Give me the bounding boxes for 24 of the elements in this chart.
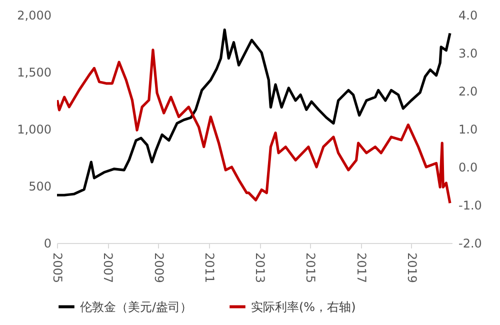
x-tick-label: 2005 [50, 252, 64, 284]
y2-tick-label: -1.0 [458, 198, 482, 212]
y-tick-label: 1,500 [17, 66, 52, 80]
x-tick-label: 2007 [101, 252, 116, 284]
x-tick-label: 2019 [404, 252, 419, 284]
y2-tick-label: 2.0 [458, 84, 478, 98]
y-tick-label: 2,000 [17, 8, 52, 22]
x-tick-label: 2013 [253, 252, 268, 284]
y-tick-label: 0 [44, 236, 52, 250]
line-series [57, 48, 452, 204]
y-tick-label: 1,000 [17, 122, 52, 136]
legend-label: 伦敦金（美元/盎司） [80, 300, 192, 314]
line-series [57, 28, 452, 196]
legend-label: 实际利率(%，右轴) [251, 300, 356, 314]
x-tick-label: 2011 [202, 252, 216, 284]
x-tick-label: 2017 [354, 252, 368, 284]
y2-tick-label: 4.0 [458, 8, 478, 22]
x-tick-label: 2009 [152, 252, 166, 284]
y2-tick-label: -2.0 [458, 236, 482, 250]
y-tick-label: 500 [28, 180, 52, 194]
x-tick-label: 2015 [304, 252, 318, 284]
y2-tick-label: 3.0 [458, 46, 478, 60]
y2-tick-label: 1.0 [458, 122, 478, 136]
y2-tick-label: 0.0 [458, 160, 478, 174]
